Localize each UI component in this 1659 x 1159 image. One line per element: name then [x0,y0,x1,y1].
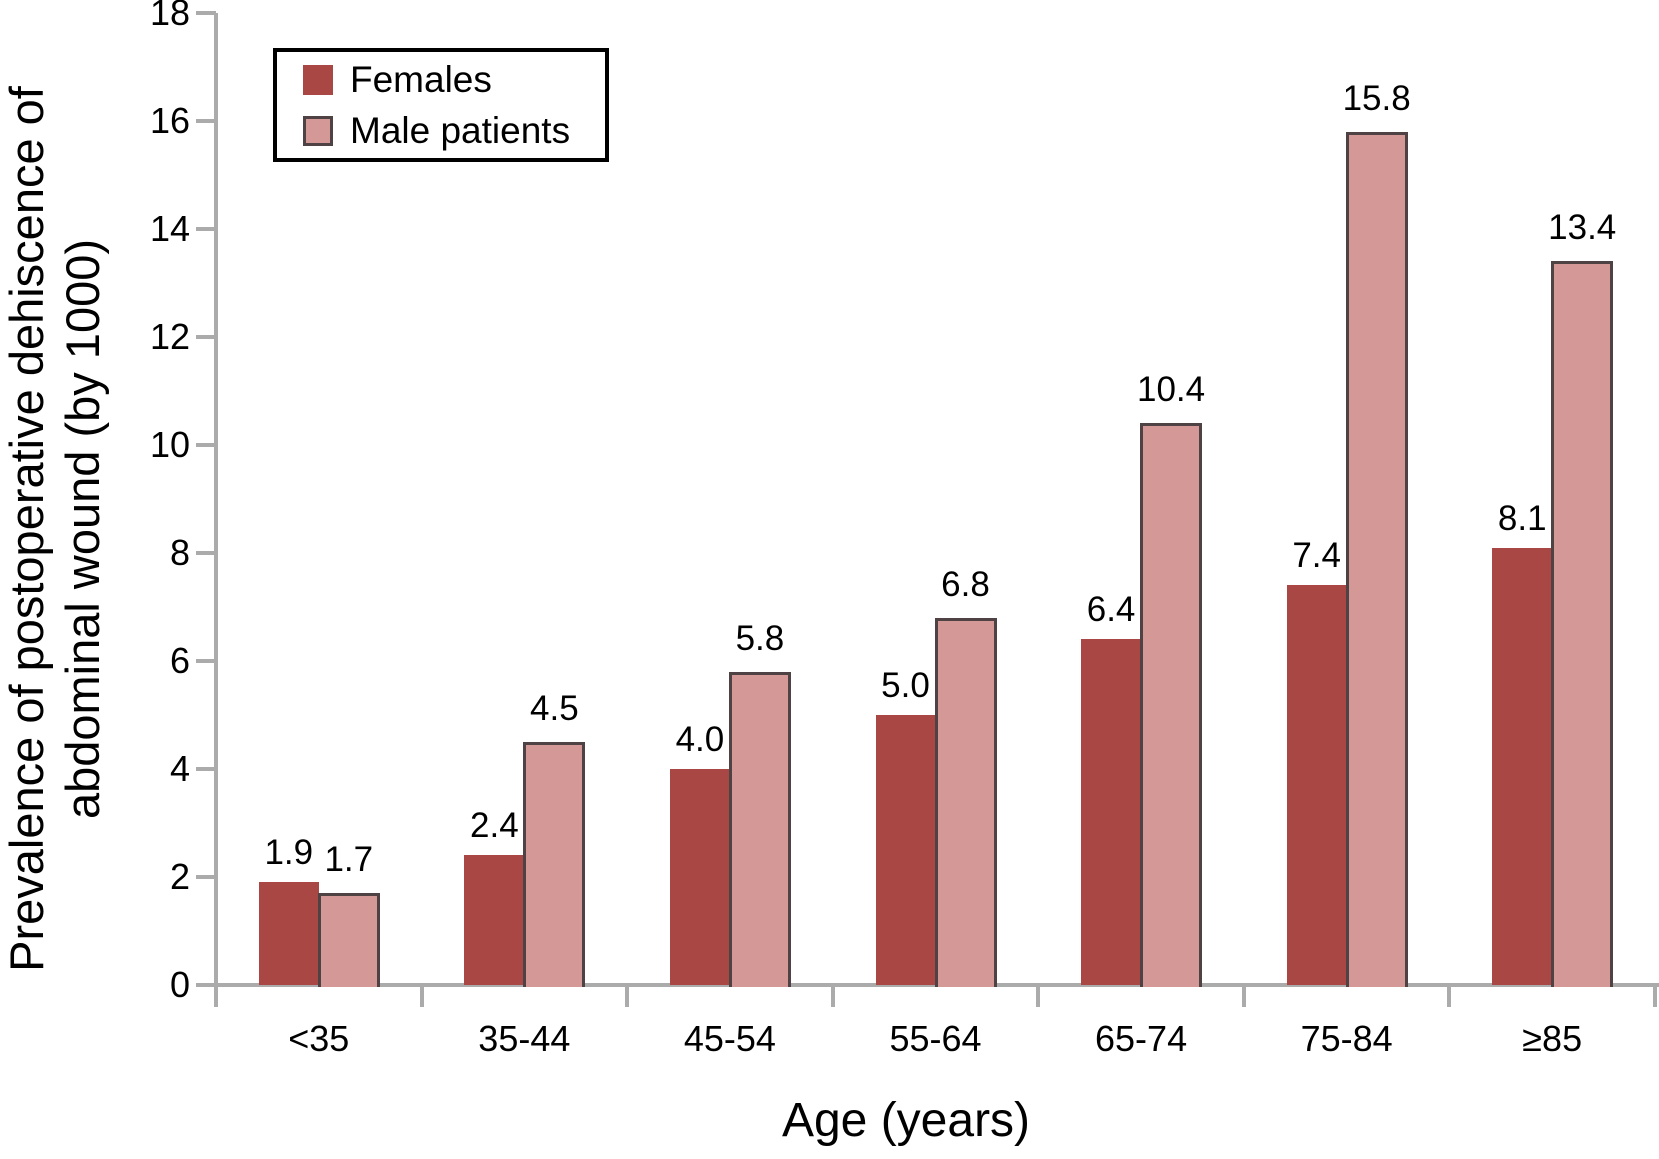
bar-females-75-84 [1286,585,1347,985]
y-tick-label: 14 [149,208,190,249]
x-category-label: 65-74 [1095,1018,1188,1059]
females-legend-label: Females [350,59,492,100]
x-tick [830,987,835,1007]
bar-male-patients-75-84 [1345,131,1408,987]
y-axis-line [214,13,218,1005]
bar-females-55-64 [875,715,936,985]
male-patients-legend-label: Male patients [350,110,571,151]
y-tick [196,551,216,555]
value-label-male-patients-35-44: 4.5 [530,689,579,728]
x-tick [1653,987,1657,1007]
value-label-male-patients-55-64: 6.8 [941,564,990,604]
bar-male-patients-55-64 [934,617,997,987]
x-category-label: 45-54 [683,1018,776,1059]
bar-male-patients-<35 [317,893,380,987]
bar-females-≥85 [1492,547,1553,985]
y-tick-label: 10 [149,424,190,465]
y-tick-label: 12 [149,316,190,357]
legend-item-females: Females [303,61,605,98]
y-tick [196,119,216,123]
x-category-label: 55-64 [889,1018,982,1059]
bar-females-45-54 [669,769,730,985]
y-tick-label: 6 [169,640,190,681]
y-axis-title-line2: abdominal wound (by 1000) [56,238,109,820]
y-tick [196,443,216,447]
x-axis-title: Age (years) [781,1094,1031,1147]
value-label-male-patients-<35: 1.7 [324,840,374,880]
females-legend-swatch [303,64,333,95]
y-axis-title-line1: Prevalence of postoperative dehiscence o… [0,86,53,972]
value-label-females-75-84: 7.4 [1292,536,1341,576]
bar-male-patients-45-54 [728,671,791,987]
y-tick-label: 2 [169,856,190,897]
legend-item-male-patients: Male patients [303,112,605,149]
y-tick-label: 18 [149,0,190,33]
value-label-females-55-64: 5.0 [881,666,930,705]
y-tick [196,659,216,663]
bar-male-patients-65-74 [1140,423,1203,987]
y-tick [196,875,216,879]
value-label-male-patients-45-54: 5.8 [735,618,785,658]
value-label-male-patients-75-84: 15.8 [1342,78,1411,118]
y-tick [196,983,216,987]
y-tick-label: 0 [169,964,190,1005]
y-tick [196,767,216,771]
y-tick-label: 8 [169,532,190,573]
bar-male-patients-35-44 [523,742,586,987]
x-category-label: <35 [288,1018,350,1059]
x-tick [625,987,630,1007]
value-label-females-45-54: 4.0 [675,720,725,759]
y-axis-title: Prevalence of postoperative dehiscence o… [0,24,111,1034]
x-axis-line [196,983,1659,987]
value-label-females-≥85: 8.1 [1497,498,1547,538]
x-tick [1241,987,1246,1007]
x-category-label: 35-44 [478,1018,571,1059]
x-tick [1447,987,1452,1007]
legend: Females Male patients [273,48,609,162]
bar-females-35-44 [464,855,525,985]
x-tick [419,987,424,1007]
value-label-females-<35: 1.9 [264,833,314,873]
y-tick [196,227,216,231]
x-category-label: 75-84 [1300,1018,1393,1059]
x-tick [214,987,218,1007]
y-tick-label: 16 [149,100,190,141]
bar-male-patients-≥85 [1551,261,1614,987]
y-tick-label: 4 [169,748,190,789]
bar-females-<35 [258,882,319,985]
x-category-label: ≥85 [1522,1018,1583,1059]
y-tick [196,335,216,339]
male-patients-legend-swatch [303,115,333,146]
bar-females-65-74 [1081,639,1142,985]
x-tick [1036,987,1041,1007]
value-label-females-65-74: 6.4 [1086,590,1136,630]
value-label-females-35-44: 2.4 [470,806,519,846]
value-label-male-patients-≥85: 13.4 [1548,208,1617,248]
value-label-male-patients-65-74: 10.4 [1137,370,1206,410]
y-tick [196,11,216,15]
